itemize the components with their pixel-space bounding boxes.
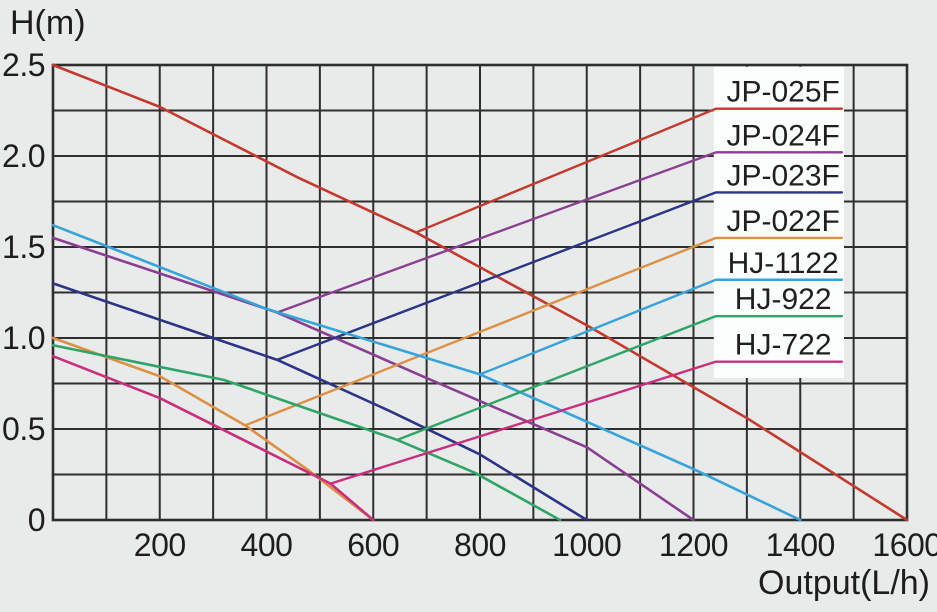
curve-JP-024F bbox=[51, 236, 695, 522]
x-tick-label-1600: 1600 bbox=[872, 527, 937, 563]
curve-JP-023F bbox=[51, 282, 589, 522]
y-tick-label-2.0: 2.0 bbox=[2, 138, 45, 174]
curve-HJ-722 bbox=[51, 354, 375, 522]
legend-box bbox=[713, 66, 845, 379]
legend-label-JP-022F: JP-022F bbox=[726, 205, 839, 238]
x-tick-label-400: 400 bbox=[241, 527, 293, 563]
legend-label-JP-024F: JP-024F bbox=[726, 119, 839, 152]
plot-border bbox=[51, 63, 909, 522]
legend-label-JP-025F: JP-025F bbox=[726, 76, 839, 109]
x-tick-label-600: 600 bbox=[347, 527, 399, 563]
legend-callout-HJ-1122 bbox=[478, 278, 844, 376]
x-axis-title: Output(L/h) bbox=[758, 564, 930, 602]
y-tick-label-1.0: 1.0 bbox=[2, 320, 45, 356]
x-tick-label-200: 200 bbox=[134, 527, 186, 563]
legend-callout-HJ-722 bbox=[329, 360, 844, 485]
x-tick-label-1200: 1200 bbox=[659, 527, 728, 563]
x-tick-label-1400: 1400 bbox=[766, 527, 835, 563]
y-tick-label-0: 0 bbox=[28, 502, 45, 538]
legend-callout-JP-025F bbox=[414, 107, 844, 234]
curve-HJ-922 bbox=[51, 343, 562, 522]
legend-label-JP-023F: JP-023F bbox=[726, 159, 839, 192]
legend-label-HJ-922: HJ-922 bbox=[735, 283, 832, 316]
x-tick-label-1000: 1000 bbox=[552, 527, 621, 563]
y-tick-label-2.5: 2.5 bbox=[2, 47, 45, 83]
legend-label-HJ-1122: HJ-1122 bbox=[728, 247, 839, 280]
legend-callout-JP-023F bbox=[275, 191, 844, 362]
y-tick-label-0.5: 0.5 bbox=[2, 411, 45, 447]
y-axis-title: H(m) bbox=[10, 4, 86, 42]
legend-label-HJ-722: HJ-722 bbox=[735, 329, 832, 362]
legend-callout-JP-022F bbox=[243, 236, 844, 427]
legend-callout-JP-024F bbox=[275, 151, 844, 314]
y-tick-label-1.5: 1.5 bbox=[2, 229, 45, 265]
x-tick-label-800: 800 bbox=[454, 527, 506, 563]
legend-callout-HJ-922 bbox=[396, 314, 844, 442]
